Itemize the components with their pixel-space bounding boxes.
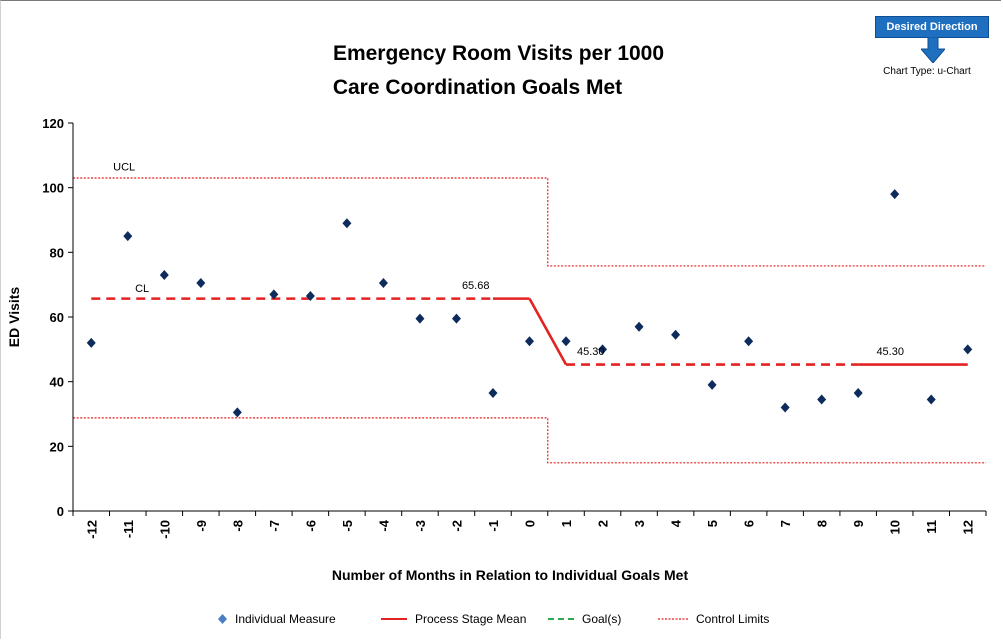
data-point <box>159 269 169 280</box>
y-tick-label: 0 <box>57 504 64 519</box>
data-point <box>561 336 571 347</box>
legend-item-control-limits: Control Limits <box>658 612 769 626</box>
data-point <box>305 290 315 301</box>
legend-label: Control Limits <box>696 612 770 626</box>
x-tick-label: 9 <box>851 520 866 527</box>
upper-control-limit <box>73 177 986 267</box>
down-arrow-icon <box>921 37 945 63</box>
x-tick-label: -3 <box>413 520 428 532</box>
y-tick-label: 60 <box>50 310 64 325</box>
x-tick-label: 3 <box>632 520 647 527</box>
x-tick-label: 11 <box>924 520 939 534</box>
y-tick-label: 40 <box>50 375 64 390</box>
legend-item-individual-measure: Individual Measure <box>218 612 336 626</box>
x-tick-label: -10 <box>157 520 172 539</box>
legend-label: Individual Measure <box>235 612 336 626</box>
x-tick-label: -12 <box>84 520 99 539</box>
x-tick-label: -1 <box>486 520 501 532</box>
y-tick-label: 120 <box>42 116 64 131</box>
y-tick-label: 100 <box>42 181 64 196</box>
data-point <box>853 387 863 398</box>
x-tick-label: 1 <box>559 520 574 527</box>
x-tick-label: 10 <box>888 520 903 534</box>
x-tick-label: 6 <box>742 520 757 527</box>
y-tick-label: 80 <box>50 245 64 260</box>
x-tick-label: -2 <box>449 520 464 532</box>
x-tick-label: 7 <box>778 520 793 527</box>
chart-annotation: 45.30 <box>577 346 605 358</box>
dotted-line-icon <box>658 618 688 620</box>
data-point <box>817 394 827 405</box>
x-tick-label: 8 <box>815 520 830 527</box>
data-point <box>123 231 133 242</box>
chart-annotation: CL <box>135 283 149 295</box>
chart-annotation: 65.68 <box>462 280 490 292</box>
x-tick-label: 0 <box>523 520 538 527</box>
legend-item-process-stage-mean: Process Stage Mean <box>381 612 526 626</box>
data-point <box>780 402 790 413</box>
data-point <box>598 344 608 355</box>
x-tick-label: 4 <box>669 519 684 527</box>
x-tick-label: -8 <box>230 520 245 532</box>
x-tick-label: -9 <box>194 520 209 532</box>
data-point <box>269 289 279 300</box>
chart-annotation: UCL <box>113 162 135 174</box>
data-point <box>671 329 681 340</box>
y-tick-label: 20 <box>50 439 64 454</box>
data-point <box>744 336 754 347</box>
data-point <box>378 278 388 289</box>
chart-subtitle: Care Coordination Goals Met <box>332 76 623 99</box>
x-tick-label: 5 <box>705 520 720 527</box>
chart-title: Emergency Room Visits per 1000 <box>332 42 665 65</box>
legend: Individual Measure Process Stage Mean Go… <box>0 612 1003 628</box>
chart-annotation: 45.30 <box>876 346 904 358</box>
data-point <box>926 394 936 405</box>
data-point <box>963 344 973 355</box>
data-point <box>342 218 352 229</box>
x-tick-label: -4 <box>376 519 391 531</box>
legend-label: Process Stage Mean <box>415 612 527 626</box>
legend-label: Goal(s) <box>582 612 622 626</box>
x-tick-label: 2 <box>596 520 611 527</box>
x-tick-label: 12 <box>961 520 976 534</box>
data-point <box>488 387 498 398</box>
diamond-marker-icon <box>218 614 227 624</box>
data-point <box>451 313 461 324</box>
data-point <box>415 313 425 324</box>
data-point <box>525 336 534 347</box>
data-point <box>232 407 242 418</box>
data-point <box>634 321 644 332</box>
y-axis-title: ED Visits <box>6 287 22 348</box>
x-axis-title: Number of Months in Relation to Individu… <box>332 567 689 583</box>
x-tick-label: -7 <box>267 520 282 532</box>
data-point <box>890 189 900 200</box>
data-point <box>707 379 717 390</box>
x-tick-label: -11 <box>121 520 136 538</box>
chart-type-label: Chart Type: u-Chart <box>883 66 971 77</box>
solid-line-icon <box>381 618 407 620</box>
x-tick-label: -5 <box>340 520 355 532</box>
process-stage-mean-segment <box>528 298 568 366</box>
dashed-line-icon <box>548 618 574 620</box>
data-point <box>196 278 206 289</box>
legend-item-goals: Goal(s) <box>548 612 621 626</box>
x-tick-label: -6 <box>303 520 318 532</box>
lower-control-limit <box>73 417 986 464</box>
data-point <box>86 337 96 348</box>
